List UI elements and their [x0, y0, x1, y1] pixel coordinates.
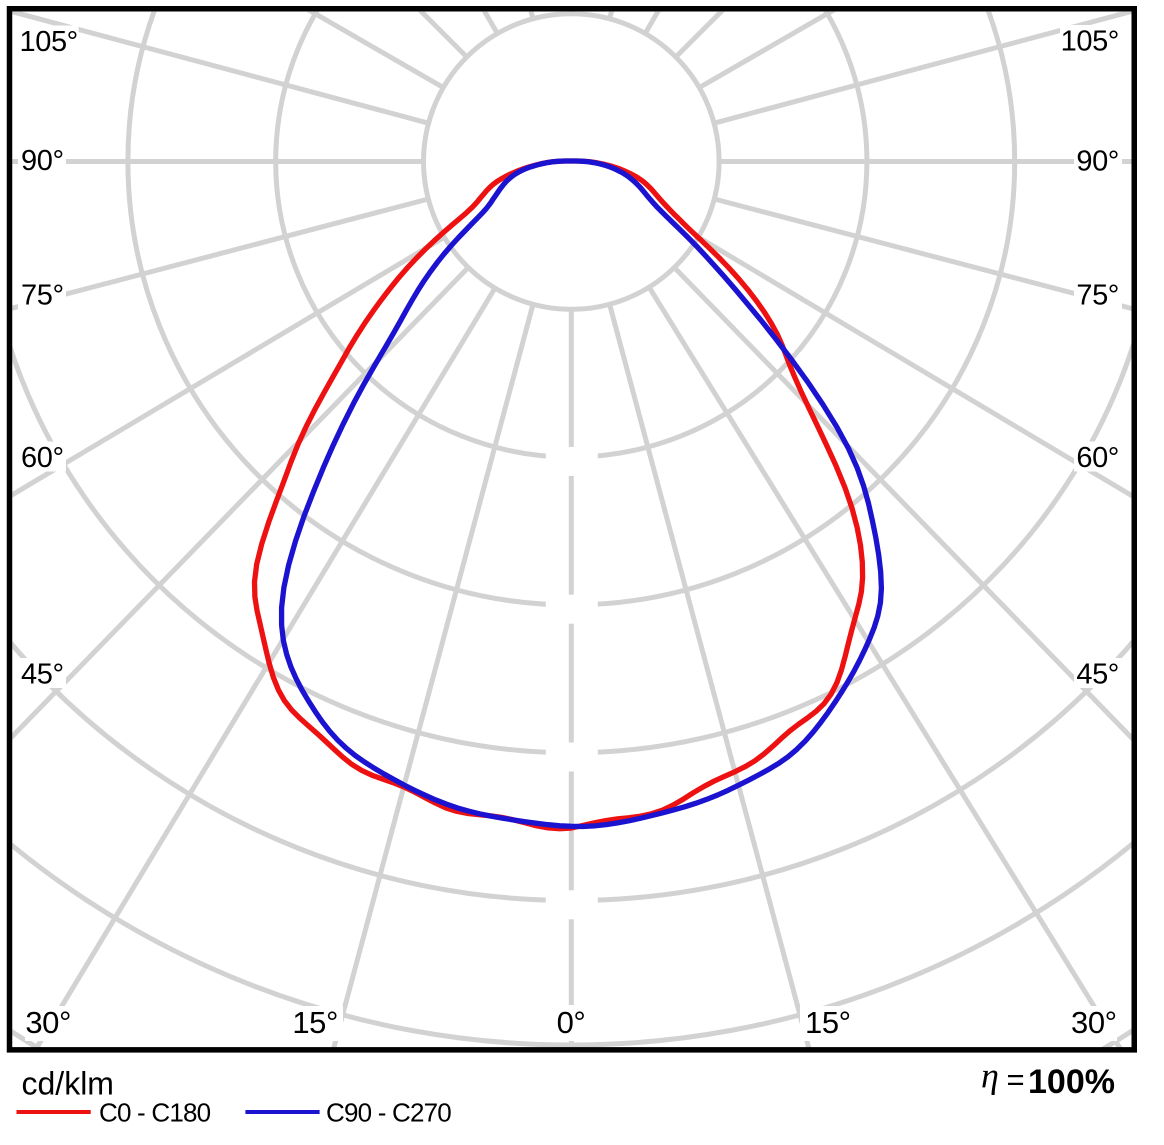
- svg-text:30°: 30°: [1071, 1005, 1117, 1040]
- svg-text:45°: 45°: [1076, 658, 1119, 690]
- svg-text:75°: 75°: [1076, 279, 1119, 311]
- svg-text:C90 - C270: C90 - C270: [326, 1098, 451, 1128]
- svg-text:90°: 90°: [21, 145, 64, 177]
- svg-text:60°: 60°: [1076, 442, 1119, 474]
- svg-text:C0 - C180: C0 - C180: [99, 1098, 211, 1128]
- svg-text:45°: 45°: [21, 658, 64, 690]
- svg-text:30°: 30°: [25, 1005, 71, 1040]
- svg-text:0°: 0°: [557, 1005, 586, 1040]
- svg-text:105°: 105°: [20, 26, 78, 58]
- svg-text:η: η: [981, 1056, 999, 1096]
- svg-text:=: =: [1007, 1062, 1025, 1097]
- svg-text:15°: 15°: [805, 1005, 851, 1040]
- svg-text:75°: 75°: [21, 279, 64, 311]
- svg-text:cd/klm: cd/klm: [22, 1066, 114, 1102]
- svg-text:105°: 105°: [1061, 25, 1119, 57]
- svg-text:15°: 15°: [292, 1005, 338, 1040]
- svg-text:60°: 60°: [21, 442, 64, 474]
- svg-text:100%: 100%: [1028, 1063, 1115, 1101]
- svg-text:90°: 90°: [1076, 145, 1119, 177]
